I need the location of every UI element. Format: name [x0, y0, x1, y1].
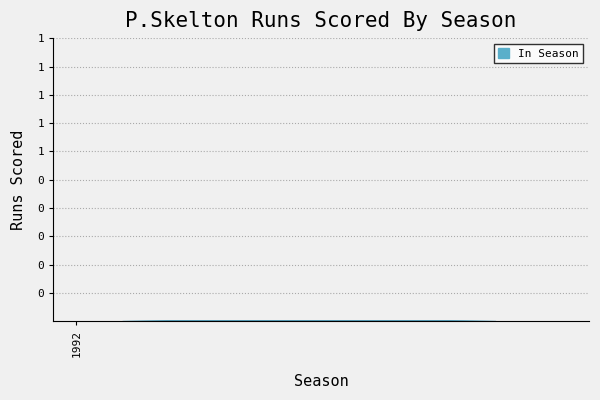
X-axis label: Season: Season	[293, 374, 349, 389]
Y-axis label: Runs Scored: Runs Scored	[11, 130, 26, 230]
Legend: In Season: In Season	[494, 44, 583, 64]
Title: P.Skelton Runs Scored By Season: P.Skelton Runs Scored By Season	[125, 11, 517, 31]
